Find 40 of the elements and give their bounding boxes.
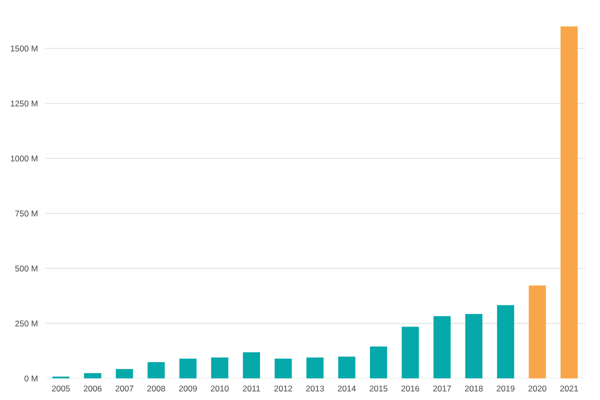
x-tick-label: 2016 <box>401 386 420 392</box>
bar <box>370 346 388 378</box>
y-tick-label: 1000 M <box>10 156 38 162</box>
bar <box>528 286 546 378</box>
y-tick-label: 750 M <box>15 210 38 216</box>
bar <box>116 368 133 378</box>
x-tick-label: 2015 <box>370 386 388 392</box>
y-tick-label: 250 M <box>15 320 38 326</box>
x-tick-label: 2019 <box>496 386 514 392</box>
x-tick-label: 2012 <box>274 386 292 392</box>
x-tick-label: 2007 <box>116 386 134 392</box>
bar <box>560 26 578 378</box>
bar <box>179 358 197 378</box>
x-tick-label: 2005 <box>52 386 70 392</box>
bar <box>274 358 292 378</box>
y-tick-label: 1500 M <box>10 46 38 52</box>
x-tick-label: 2010 <box>210 386 229 392</box>
x-tick-label: 2017 <box>433 386 451 392</box>
bar <box>306 358 324 378</box>
x-tick-label: 2008 <box>147 386 166 392</box>
bar <box>148 362 165 378</box>
bar <box>211 358 228 378</box>
x-tick-label: 2021 <box>560 386 578 392</box>
bar <box>84 373 102 378</box>
bar <box>433 316 451 378</box>
x-tick-label: 2006 <box>84 386 102 392</box>
bar <box>465 314 482 378</box>
bar <box>338 356 356 378</box>
bar <box>242 352 260 378</box>
x-tick-label: 2020 <box>528 386 546 392</box>
bar <box>497 305 514 378</box>
x-tick-label: 2018 <box>464 386 483 392</box>
x-tick-label: 2011 <box>242 386 260 392</box>
y-tick-label: 500 M <box>15 266 38 272</box>
x-tick-label: 2009 <box>179 386 197 392</box>
x-tick-label: 2013 <box>306 386 324 392</box>
x-tick-label: 2014 <box>338 386 356 392</box>
bar <box>402 326 419 378</box>
y-tick-label: 1250 M <box>10 100 38 106</box>
y-tick-label: 0 M <box>24 376 38 382</box>
